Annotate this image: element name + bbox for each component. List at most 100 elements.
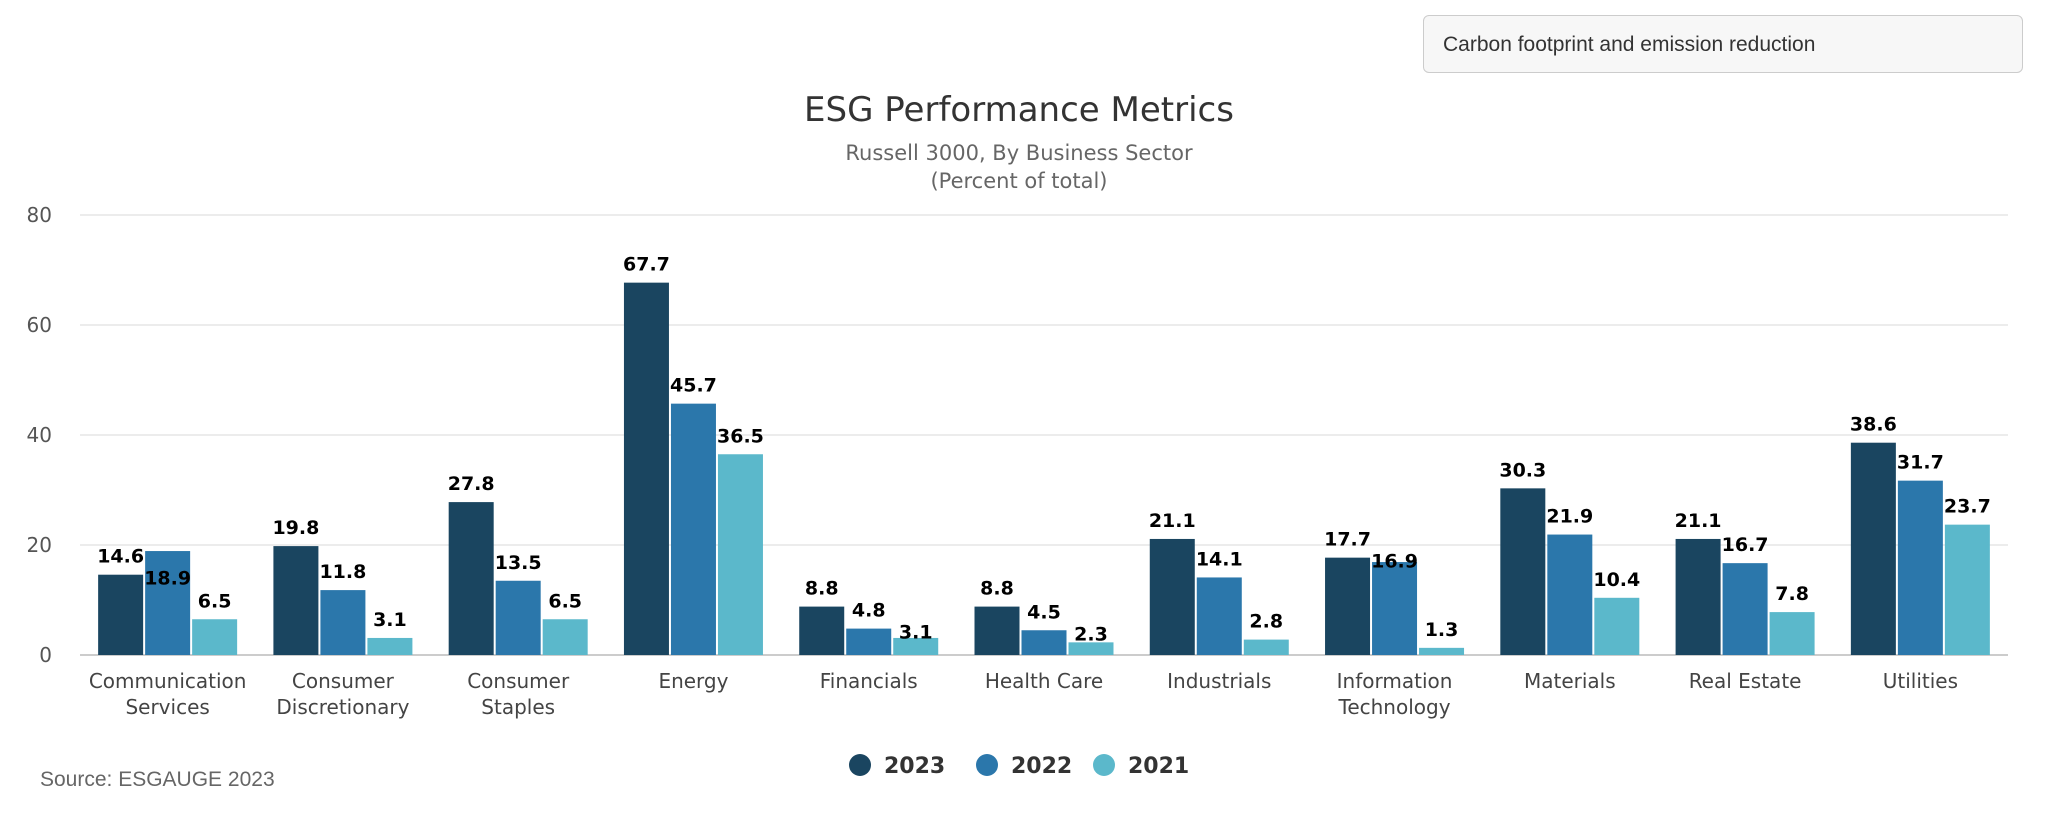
bar-2022[interactable]: [320, 590, 366, 655]
data-label-2023: 21.1: [1675, 510, 1722, 532]
bar-2023[interactable]: [1325, 557, 1371, 655]
bar-2023[interactable]: [98, 574, 144, 655]
bar-2022[interactable]: [1021, 630, 1067, 655]
data-label-2023: 27.8: [448, 473, 495, 495]
data-label-2023: 67.7: [623, 254, 670, 276]
bar-2021[interactable]: [1243, 639, 1289, 655]
bar-2023[interactable]: [448, 502, 494, 655]
bar-2023[interactable]: [1675, 538, 1721, 655]
data-label-2022: 11.8: [319, 561, 366, 583]
bar-2022[interactable]: [1547, 534, 1593, 655]
legend-marker: [1093, 754, 1115, 776]
data-label-2021: 6.5: [198, 590, 232, 612]
data-label-2022: 13.5: [495, 552, 542, 574]
data-label-2022: 16.7: [1722, 534, 1769, 556]
bar-2022[interactable]: [670, 403, 716, 655]
bar-2021[interactable]: [1944, 524, 1990, 655]
data-label-2021: 23.7: [1944, 496, 1991, 518]
x-tick-label: Technology: [1338, 695, 1451, 719]
bar-2023[interactable]: [623, 282, 669, 655]
y-tick-label: 0: [39, 643, 52, 667]
chart-title: ESG Performance Metrics: [804, 90, 1234, 130]
bar-2022[interactable]: [1372, 562, 1418, 655]
chart-subtitle-line-1: Russell 3000, By Business Sector: [845, 141, 1193, 165]
x-tick-label: Communication: [89, 669, 247, 693]
data-label-2023: 8.8: [980, 578, 1014, 600]
bar-2022[interactable]: [1722, 563, 1768, 655]
legend-marker: [976, 754, 998, 776]
bar-2021[interactable]: [542, 619, 588, 655]
y-tick-label: 80: [27, 203, 52, 227]
legend-label: 2021: [1128, 754, 1189, 779]
data-label-2021: 6.5: [548, 590, 582, 612]
data-label-2023: 17.7: [1324, 529, 1371, 551]
legend-label: 2022: [1011, 754, 1072, 779]
data-label-2023: 19.8: [272, 517, 319, 539]
x-tick-label: Consumer: [467, 669, 570, 693]
data-label-2023: 30.3: [1499, 459, 1546, 481]
bar-2023[interactable]: [1850, 442, 1896, 655]
y-tick-label: 20: [27, 533, 52, 557]
x-tick-label: Financials: [820, 669, 918, 693]
data-label-2022: 4.8: [852, 600, 886, 622]
data-label-2022: 21.9: [1546, 506, 1593, 528]
y-tick-label: 60: [27, 313, 52, 337]
data-label-2023: 21.1: [1149, 510, 1196, 532]
data-label-2023: 14.6: [97, 546, 144, 568]
legend-label: 2023: [884, 754, 945, 779]
data-label-2021: 3.1: [373, 609, 407, 631]
data-label-2021: 3.1: [899, 622, 933, 644]
x-tick-label: Real Estate: [1689, 669, 1802, 693]
data-label-2021: 36.5: [717, 425, 764, 447]
data-label-2021: 7.8: [1775, 583, 1809, 605]
data-label-2021: 2.8: [1249, 611, 1283, 633]
bar-2021[interactable]: [717, 454, 763, 655]
bar-2023[interactable]: [1149, 538, 1195, 655]
x-tick-label: Information: [1337, 669, 1453, 693]
chart-subtitle-line-2: (Percent of total): [930, 169, 1107, 193]
data-label-2021: 2.3: [1074, 623, 1108, 645]
bar-2023[interactable]: [974, 606, 1020, 655]
metric-select[interactable]: Carbon footprint and emission reduction: [1423, 15, 2023, 73]
bar-2022[interactable]: [145, 551, 191, 655]
bar-2022[interactable]: [1196, 577, 1242, 655]
data-label-2022: 16.9: [1371, 551, 1418, 573]
x-tick-label: Services: [125, 695, 209, 719]
legend-item-2022[interactable]: 2022: [976, 754, 1072, 779]
bar-2022[interactable]: [495, 580, 541, 655]
y-tick-label: 40: [27, 423, 52, 447]
x-tick-label: Materials: [1524, 669, 1616, 693]
data-label-2022: 4.5: [1027, 601, 1061, 623]
bar-2021[interactable]: [1068, 642, 1114, 655]
x-tick-label: Utilities: [1883, 669, 1958, 693]
bar-2023[interactable]: [799, 606, 845, 655]
legend-item-2023[interactable]: 2023: [849, 754, 945, 779]
data-label-2022: 14.1: [1196, 548, 1243, 570]
bar-2023[interactable]: [1500, 488, 1546, 655]
bar-2021[interactable]: [1594, 597, 1640, 655]
bar-2023[interactable]: [273, 546, 319, 655]
x-tick-label: Energy: [658, 669, 728, 693]
source-note: Source: ESGAUGE 2023: [40, 768, 275, 791]
data-label-2023: 38.6: [1850, 414, 1897, 436]
bar-2021[interactable]: [367, 637, 413, 655]
bar-2022[interactable]: [1897, 480, 1943, 655]
x-tick-label: Industrials: [1167, 669, 1271, 693]
legend-item-2021[interactable]: 2021: [1093, 754, 1189, 779]
data-label-2022: 18.9: [144, 568, 191, 590]
x-tick-label: Consumer: [292, 669, 395, 693]
x-tick-label: Health Care: [985, 669, 1103, 693]
data-label-2022: 45.7: [670, 375, 717, 397]
bar-2021[interactable]: [1769, 612, 1815, 655]
data-label-2022: 31.7: [1897, 452, 1944, 474]
bar-2021[interactable]: [1419, 647, 1465, 655]
data-label-2023: 8.8: [805, 578, 839, 600]
bar-2022[interactable]: [846, 628, 892, 655]
bar-2021[interactable]: [192, 619, 238, 655]
legend-marker: [849, 754, 871, 776]
bar-2021[interactable]: [893, 637, 939, 655]
data-label-2021: 10.4: [1593, 569, 1640, 591]
x-tick-label: Staples: [481, 695, 555, 719]
x-tick-label: Discretionary: [276, 695, 409, 719]
